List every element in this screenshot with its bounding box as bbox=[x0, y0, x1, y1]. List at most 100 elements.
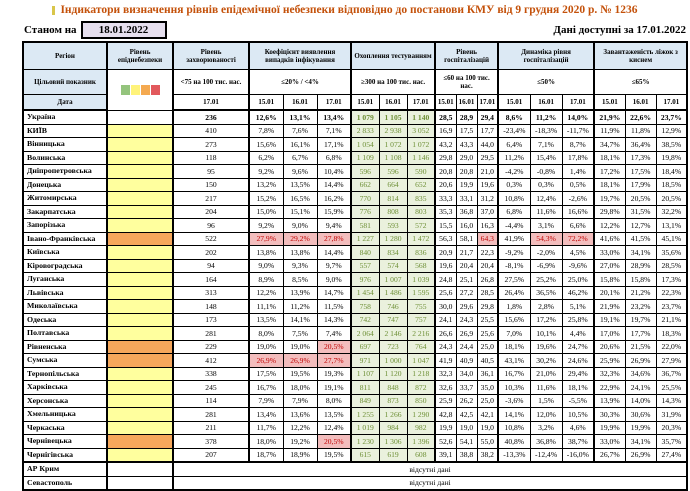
page-title: Індикатори визначення рівнів епідемічної… bbox=[60, 4, 638, 16]
hosp-cell: 42,5 bbox=[455, 407, 478, 422]
test-cell: 1 280 bbox=[378, 231, 408, 246]
beds-cell: 21,9% bbox=[593, 109, 626, 125]
hosp-cell: 25,5 bbox=[476, 312, 499, 327]
hosp-cell: 19,9 bbox=[434, 420, 457, 435]
title-marker-icon bbox=[52, 5, 56, 15]
beds-cell: 11,9% bbox=[593, 123, 626, 138]
hosp-cell: 33,3 bbox=[434, 191, 457, 206]
hosp-cell: 20,8 bbox=[434, 164, 457, 179]
beds-cell: 20,3% bbox=[655, 420, 688, 435]
coef-cell: 16,2% bbox=[316, 191, 352, 206]
beds-cell: 34,6% bbox=[624, 366, 657, 381]
test-cell: 1 230 bbox=[350, 434, 380, 449]
coef-cell: 7,8% bbox=[248, 123, 284, 138]
dyn-cell: 72,2% bbox=[561, 231, 595, 246]
threshold-beds: ≤65% bbox=[593, 69, 688, 95]
beds-cell: 22,9% bbox=[593, 380, 626, 395]
beds-cell: 25,9% bbox=[593, 353, 626, 368]
test-cell: 1 486 bbox=[378, 285, 408, 300]
epid-level-cell bbox=[106, 137, 174, 152]
coef-cell: 13,1% bbox=[282, 109, 318, 125]
beds-cell: 18,1% bbox=[593, 177, 626, 192]
beds-cell: 31,5% bbox=[624, 204, 657, 219]
coef-cell: 9,4% bbox=[316, 218, 352, 233]
beds-cell: 28,9% bbox=[624, 258, 657, 273]
beds-cell: 41,6% bbox=[593, 231, 626, 246]
coef-cell: 7,5% bbox=[282, 326, 318, 341]
hosp-cell: 43,2 bbox=[434, 137, 457, 152]
dyn-cell: 11,6% bbox=[529, 380, 563, 395]
test-cell: 872 bbox=[406, 380, 436, 395]
dyn-cell: -4,4% bbox=[497, 218, 531, 233]
beds-cell: 21,2% bbox=[624, 285, 657, 300]
coef-cell: 18,0% bbox=[248, 434, 284, 449]
coef-cell: 16,5% bbox=[282, 191, 318, 206]
col-header-hosp-dynamics: Динаміка рівня госпіталізацій bbox=[497, 41, 595, 70]
table-row: Запорізька 96 9,2% 9,0% 9,4% 581 593 572 15,5 16,… bbox=[22, 218, 688, 233]
header-row-groups: Регіон Рівень епіднебезпеки Рівень захво… bbox=[22, 41, 688, 70]
test-cell: 1 105 bbox=[378, 109, 408, 125]
legend-green-square-icon bbox=[120, 84, 130, 95]
hosp-cell: 15,5 bbox=[434, 218, 457, 233]
test-cell: 834 bbox=[378, 245, 408, 260]
beds-cell: 36,4% bbox=[624, 137, 657, 152]
beds-cell: 20,1% bbox=[593, 285, 626, 300]
beds-cell: 21,1% bbox=[655, 312, 688, 327]
beds-cell: 22,3% bbox=[655, 285, 688, 300]
test-cell: 1 120 bbox=[378, 366, 408, 381]
test-cell: 1 007 bbox=[378, 272, 408, 287]
date-cell: 16.01 bbox=[624, 94, 657, 111]
coef-cell: 13,8% bbox=[248, 245, 284, 260]
col-header-hospitalization: Рівень госпіталізацій bbox=[434, 41, 499, 70]
beds-cell: 34,7% bbox=[593, 137, 626, 152]
dyn-cell: 6,6% bbox=[561, 218, 595, 233]
region-cell: Харківська bbox=[22, 380, 108, 395]
test-cell: 873 bbox=[378, 393, 408, 408]
test-cell: 803 bbox=[406, 204, 436, 219]
coef-cell: 19,0% bbox=[282, 339, 318, 354]
dyn-cell: 15,4% bbox=[529, 150, 563, 165]
incidence-cell: 164 bbox=[172, 272, 250, 287]
test-cell: 1 072 bbox=[406, 137, 436, 152]
epid-level-cell bbox=[106, 326, 174, 341]
hosp-cell: 25,0 bbox=[476, 339, 499, 354]
dyn-cell: 10,1% bbox=[529, 326, 563, 341]
beds-cell: 36,7% bbox=[655, 366, 688, 381]
coef-cell: 13,4% bbox=[316, 109, 352, 125]
incidence-cell: 204 bbox=[172, 204, 250, 219]
as-of-label: Станом на bbox=[24, 24, 77, 36]
hosp-cell: 24,3 bbox=[434, 339, 457, 354]
epid-level-cell bbox=[106, 339, 174, 354]
coef-cell: 12,4% bbox=[316, 420, 352, 435]
coef-cell: 11,5% bbox=[316, 299, 352, 314]
header-row-dates: Дата 17.01 15.01 16.01 17.01 15.01 16.01… bbox=[22, 94, 688, 111]
dyn-cell: 4,5% bbox=[561, 245, 595, 260]
coef-cell: 12,6% bbox=[248, 109, 284, 125]
coef-cell: 27,9% bbox=[248, 231, 284, 246]
table-row: Волинська 118 6,2% 6,7% 6,8% 1 109 1 108 1 146 2… bbox=[22, 150, 688, 165]
test-cell: 608 bbox=[406, 447, 436, 463]
dyn-cell: 40,8% bbox=[497, 434, 531, 449]
region-cell: Запорізька bbox=[22, 218, 108, 233]
incidence-cell: 114 bbox=[172, 393, 250, 408]
table-row: Дніпропетровська 95 9,2% 9,6% 10,4% 596 596 590… bbox=[22, 164, 688, 179]
date-cell: 15.01 bbox=[350, 94, 380, 111]
test-cell: 596 bbox=[350, 164, 380, 179]
dyn-cell: 11,2% bbox=[497, 150, 531, 165]
test-cell: 1 000 bbox=[378, 353, 408, 368]
beds-cell: 35,7% bbox=[655, 434, 688, 449]
hosp-cell: 16,0 bbox=[455, 218, 478, 233]
region-cell: Чернігівська bbox=[22, 447, 108, 463]
threshold-coef: ≤20% / <4% bbox=[247, 69, 352, 95]
test-cell: 971 bbox=[350, 353, 380, 368]
hosp-cell: 25,9 bbox=[434, 393, 457, 408]
incidence-cell: 236 bbox=[172, 109, 250, 125]
beds-cell: 23,7% bbox=[655, 299, 688, 314]
test-cell: 764 bbox=[406, 339, 436, 354]
region-cell: Львівська bbox=[22, 285, 108, 300]
beds-cell: 29,8% bbox=[593, 204, 626, 219]
beds-cell: 41,5% bbox=[624, 231, 657, 246]
coef-cell: 7,6% bbox=[282, 123, 318, 138]
beds-cell: 27,0% bbox=[593, 258, 626, 273]
region-cell: Сумська bbox=[22, 353, 108, 368]
